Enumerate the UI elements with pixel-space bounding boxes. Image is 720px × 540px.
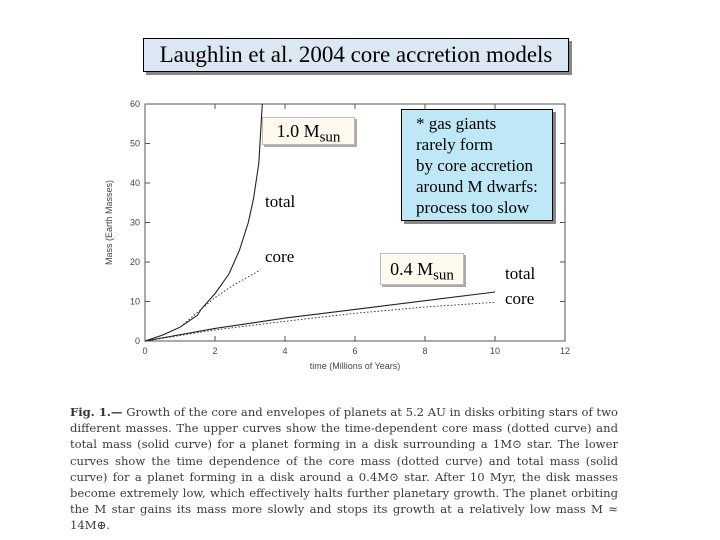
y-axis-label: Mass (Earth Masses)	[104, 180, 114, 265]
label-1-msun: 1.0 Msun	[262, 117, 355, 146]
label-total-1: total	[265, 192, 296, 211]
note-line: * gas giants	[416, 114, 497, 133]
y-tick-label: 40	[130, 178, 140, 188]
note-line: rarely form	[416, 135, 493, 154]
x-tick-label: 6	[352, 346, 357, 356]
note-line: process too slow	[416, 198, 530, 217]
x-tick-label: 2	[212, 346, 217, 356]
y-tick-label: 50	[130, 139, 140, 149]
caption-text: Growth of the core and envelopes of plan…	[70, 405, 618, 533]
note-line: around M dwarfs:	[416, 177, 538, 196]
label-total-2: total	[505, 264, 536, 283]
chart: 0 2 4 6 8 10 12 0 10 20 30 40 50 60 time (Millions of …	[104, 99, 570, 371]
note-line: by core accretion	[416, 156, 534, 175]
x-tick-label: 4	[282, 346, 287, 356]
label-04-msun-text: 0.4 M	[390, 259, 434, 279]
caption-head: Fig. 1.—	[70, 405, 123, 419]
y-tick-label: 20	[130, 257, 140, 267]
label-1-msun-sub: sun	[319, 129, 341, 146]
series-line	[144, 301, 496, 342]
label-04-msun-sub: sun	[433, 267, 454, 284]
series-line	[144, 269, 261, 342]
figure-caption: Fig. 1.— Growth of the core and envelope…	[70, 404, 618, 534]
x-tick-label: 10	[490, 346, 500, 356]
x-tick-label: 12	[560, 346, 570, 356]
label-1-msun-text: 1.0 M	[276, 121, 320, 141]
label-core-2: core	[505, 289, 535, 308]
series-line	[144, 291, 496, 342]
y-tick-label: 60	[130, 99, 140, 109]
x-tick-label: 8	[422, 346, 427, 356]
y-tick-label: 0	[135, 336, 140, 346]
y-tick-label: 30	[130, 218, 140, 228]
series-line	[144, 103, 263, 342]
label-04-msun: 0.4 Msun	[380, 253, 464, 285]
slide-title: Laughlin et al. 2004 core accretion mode…	[143, 38, 569, 72]
note-box: * gas giants rarely form by core accreti…	[401, 109, 553, 221]
label-core-1: core	[265, 247, 295, 266]
x-axis-label: time (Millions of Years)	[310, 361, 401, 371]
y-tick-label: 10	[130, 297, 140, 307]
x-tick-label: 0	[142, 346, 147, 356]
